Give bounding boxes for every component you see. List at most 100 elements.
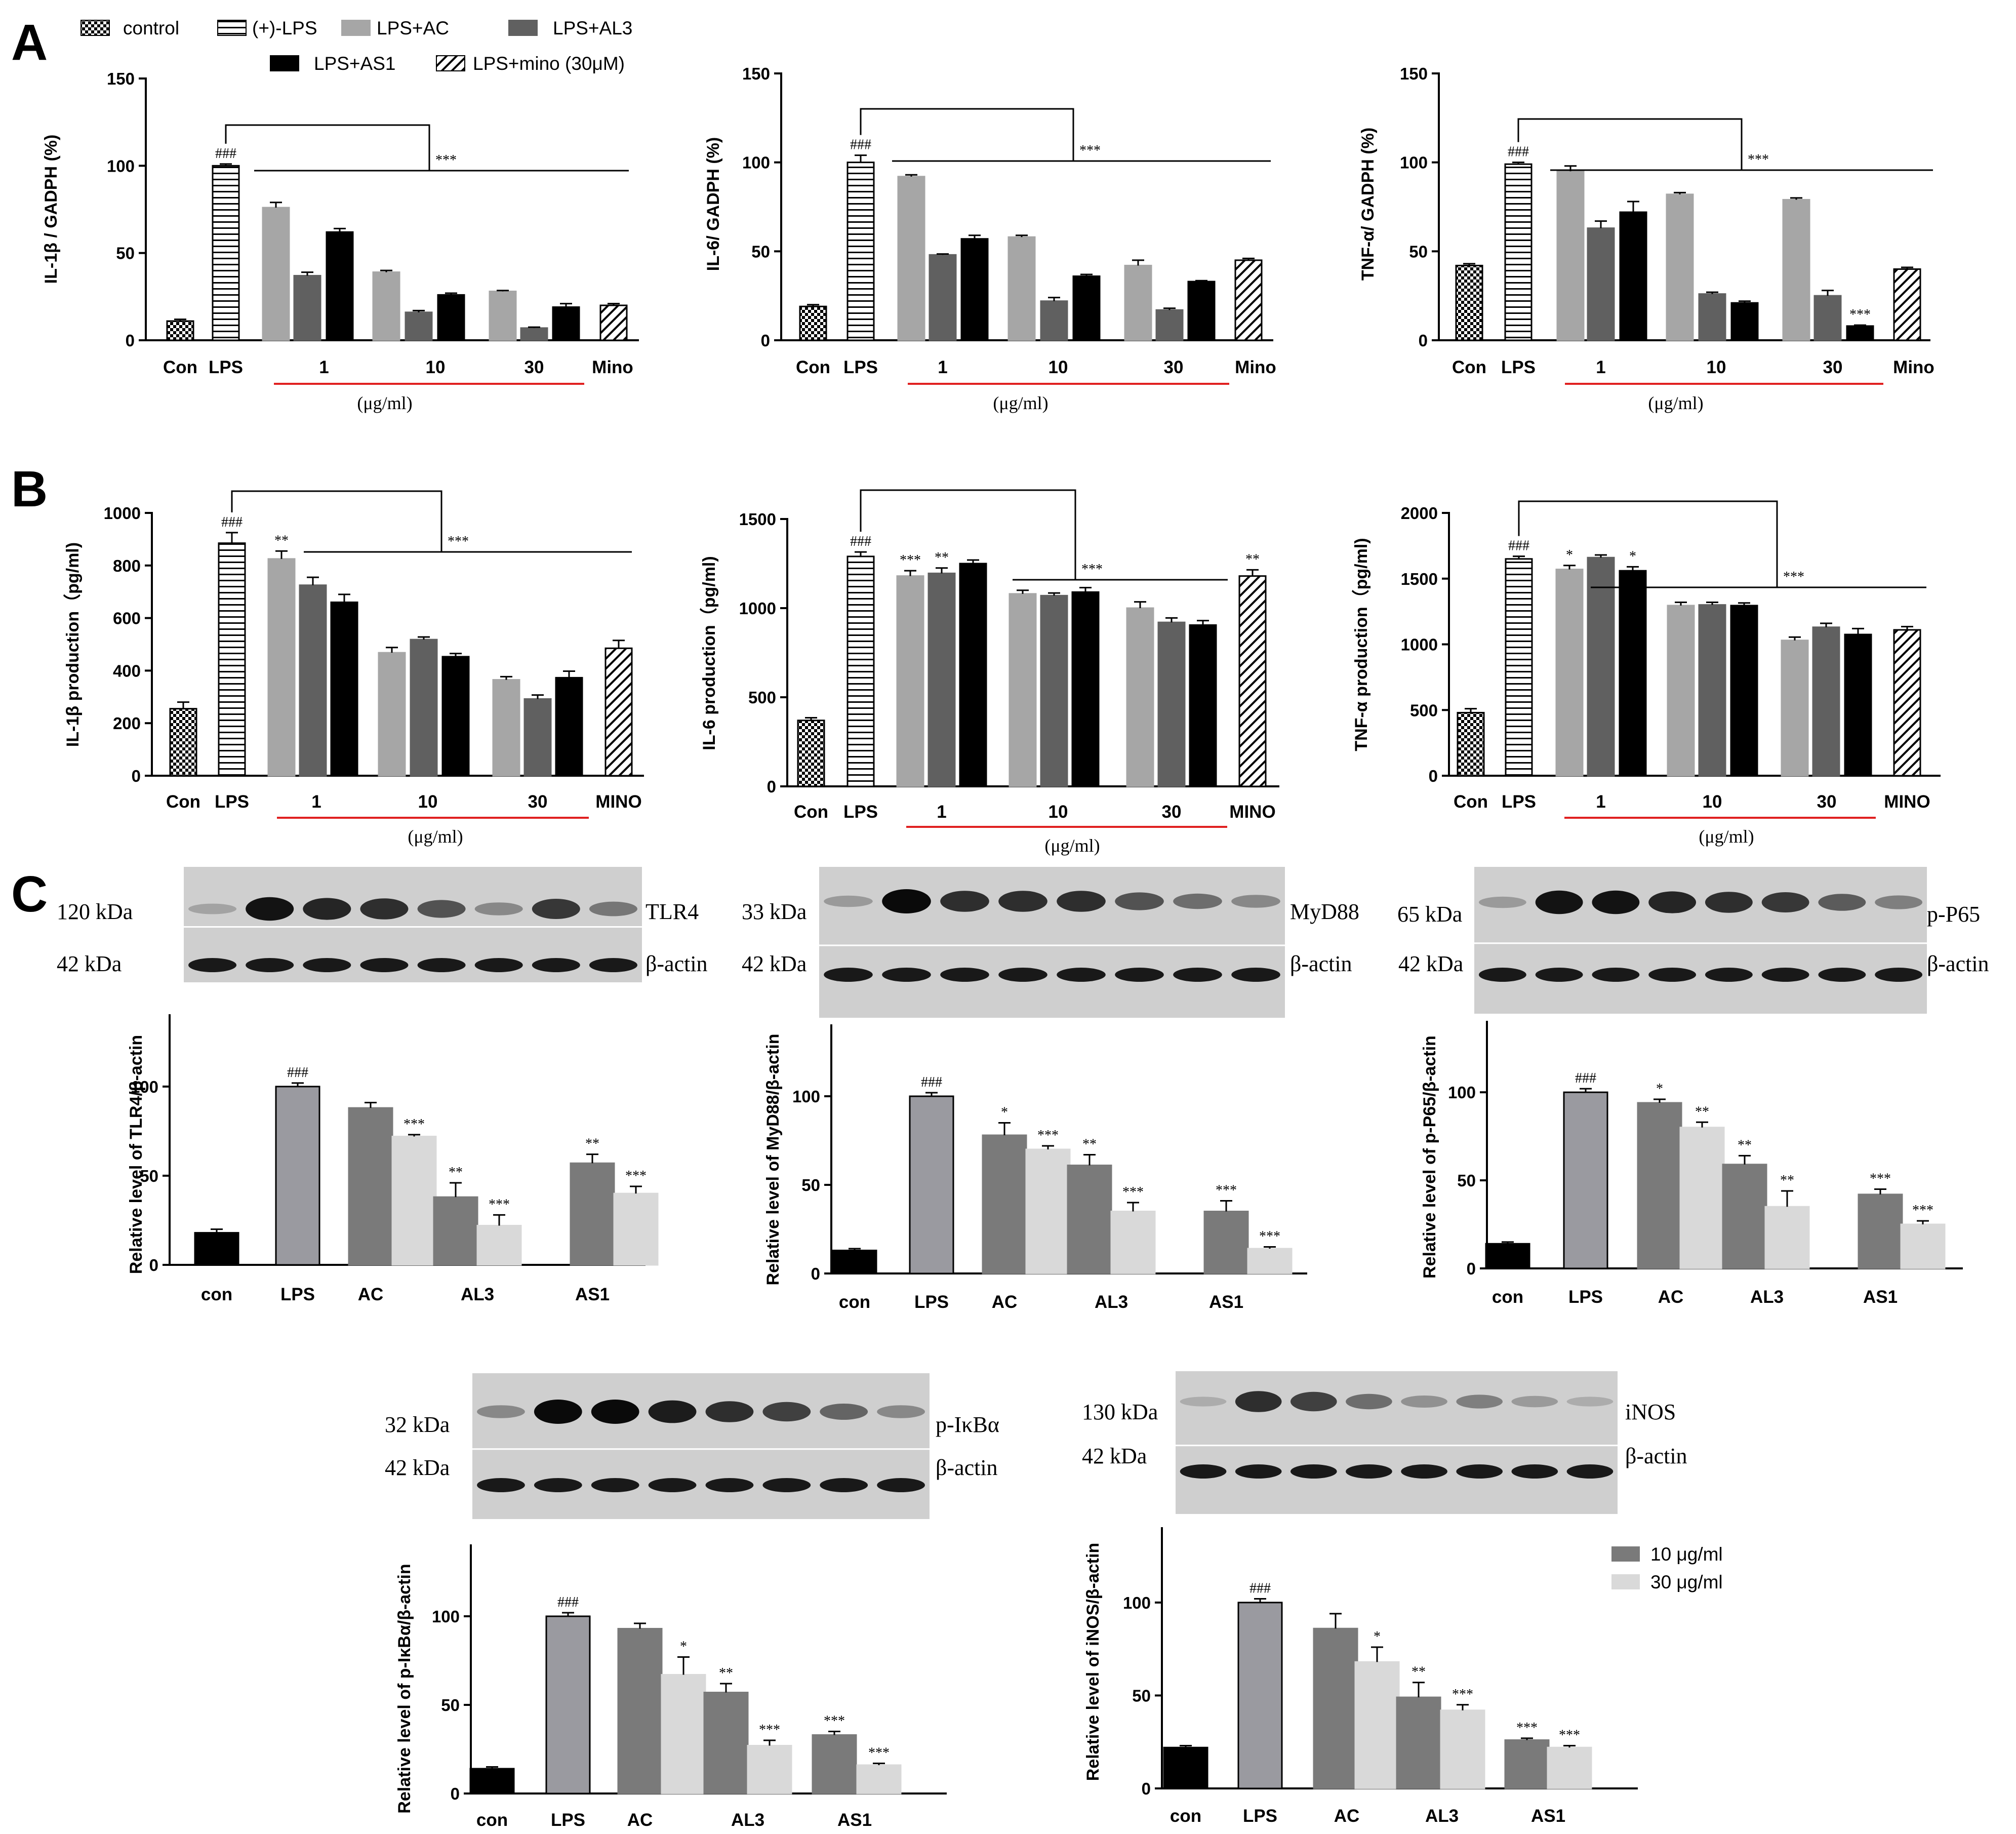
legend-label-mino: LPS+mino (30μM) bbox=[473, 53, 625, 74]
comparison-bracket bbox=[1518, 500, 1778, 587]
bar bbox=[856, 1764, 902, 1795]
significance-label: ### bbox=[1508, 144, 1529, 160]
y-tick-label: 500 bbox=[1410, 701, 1438, 720]
y-tick-label: 100 bbox=[131, 1078, 158, 1096]
bar bbox=[832, 1250, 877, 1274]
category-label: AC bbox=[1658, 1287, 1684, 1307]
bar bbox=[1846, 325, 1874, 341]
x-unit-label: (μg/ml) bbox=[1699, 826, 1754, 847]
category-label: AS1 bbox=[1531, 1806, 1565, 1826]
legend-label-10: 10 μg/ml bbox=[1650, 1544, 1723, 1565]
category-label: Con bbox=[166, 792, 200, 812]
significance-label: ### bbox=[921, 1074, 942, 1090]
legend-swatch-10 bbox=[1611, 1546, 1640, 1562]
bar bbox=[469, 1768, 515, 1795]
category-label: AL3 bbox=[1425, 1806, 1459, 1826]
category-label: LPS bbox=[1502, 792, 1536, 812]
y-axis-label: IL-6/ GADPH (%) bbox=[704, 137, 723, 271]
blot-pikba-band-actin-4 bbox=[648, 1478, 697, 1492]
significance-label: ** bbox=[1738, 1137, 1752, 1153]
blot-myd88-band-actin-2 bbox=[882, 968, 931, 982]
bar bbox=[1893, 268, 1921, 341]
category-label: MINO bbox=[595, 792, 641, 812]
blot-pp65-band-actin-3 bbox=[1592, 968, 1640, 982]
bar bbox=[1187, 281, 1216, 341]
comparison-label: *** bbox=[1081, 562, 1103, 577]
blot-inos-band-top-3 bbox=[1290, 1391, 1337, 1412]
y-tick-label: 0 bbox=[1467, 1259, 1476, 1278]
category-label: con bbox=[201, 1285, 232, 1304]
bar bbox=[1203, 1211, 1249, 1274]
legend-swatch-control bbox=[80, 20, 110, 36]
legend-label-al3: LPS+AL3 bbox=[553, 18, 632, 38]
bar bbox=[982, 1134, 1027, 1274]
significance-label: * bbox=[1374, 1629, 1381, 1645]
category-label: Con bbox=[796, 357, 830, 377]
blot-myd88-band-top-6 bbox=[1115, 892, 1164, 910]
bar bbox=[1764, 1206, 1810, 1269]
category-label: Con bbox=[794, 802, 828, 822]
y-axis-label: Relative level of TLR4/β-actin bbox=[127, 1035, 146, 1274]
category-label: 10 bbox=[1707, 357, 1726, 377]
category-label: 30 bbox=[1162, 802, 1182, 822]
bar bbox=[1556, 170, 1585, 341]
significance-label: *** bbox=[1037, 1128, 1059, 1143]
bar bbox=[1457, 711, 1485, 777]
bar bbox=[1504, 163, 1533, 341]
y-tick-label: 200 bbox=[113, 714, 141, 733]
y-tick-label: 150 bbox=[742, 64, 770, 83]
bar bbox=[293, 274, 321, 341]
comparison-label: *** bbox=[1079, 143, 1101, 158]
blot-pikba-control: β-actin bbox=[936, 1455, 998, 1480]
category-label: 1 bbox=[311, 792, 321, 812]
bar bbox=[1722, 1164, 1767, 1269]
bar bbox=[169, 708, 197, 777]
legend-swatch-ac bbox=[341, 20, 371, 36]
bar bbox=[1189, 624, 1217, 787]
comparison-label: *** bbox=[1783, 569, 1804, 585]
legend-label-ac: LPS+AC bbox=[377, 18, 449, 38]
y-tick-label: 0 bbox=[1142, 1779, 1151, 1798]
category-label: MINO bbox=[1884, 792, 1930, 812]
blot-inos-band-top-4 bbox=[1346, 1393, 1392, 1410]
panel-label-b: B bbox=[11, 461, 48, 517]
category-label: 30 bbox=[1817, 792, 1837, 812]
bar bbox=[555, 676, 583, 777]
category-label: 1 bbox=[938, 357, 947, 377]
bar bbox=[1126, 607, 1154, 787]
bar bbox=[492, 679, 520, 777]
bar bbox=[599, 304, 628, 341]
bar bbox=[1124, 264, 1152, 341]
significance-label: *** bbox=[824, 1713, 845, 1729]
blot-pp65-band-actin-5 bbox=[1705, 968, 1753, 982]
category-label: 10 bbox=[1049, 802, 1068, 822]
significance-label: ### bbox=[1508, 538, 1529, 554]
category-label: 10 bbox=[426, 357, 446, 377]
blot-pikba-band-top-2 bbox=[534, 1400, 582, 1424]
significance-label: ### bbox=[850, 534, 871, 549]
bar bbox=[1504, 1739, 1550, 1789]
significance-label: ** bbox=[585, 1136, 599, 1152]
bar bbox=[545, 1615, 591, 1795]
bar bbox=[552, 306, 580, 341]
bar bbox=[1007, 236, 1036, 341]
bar bbox=[1858, 1193, 1903, 1269]
significance-label: ### bbox=[215, 146, 236, 162]
y-tick-label: 0 bbox=[132, 767, 141, 785]
category-label: LPS bbox=[209, 357, 243, 377]
bar bbox=[1234, 259, 1263, 341]
blot-tlr4-protein: TLR4 bbox=[646, 899, 699, 924]
bar bbox=[1163, 1746, 1208, 1789]
y-tick-label: 600 bbox=[113, 609, 141, 628]
category-label: LPS bbox=[215, 792, 249, 812]
category-label: 30 bbox=[1164, 357, 1184, 377]
blot-inos-band-actin-8 bbox=[1566, 1464, 1614, 1479]
category-label: con bbox=[476, 1810, 508, 1830]
bar bbox=[1667, 605, 1695, 777]
chart-a1: 0 50 100 150 IL-1β / GADPH (%) ### Con LPS 1 10 30… bbox=[42, 69, 639, 413]
comparison-bracket bbox=[860, 108, 1074, 161]
bar bbox=[1547, 1746, 1592, 1789]
y-tick-label: 0 bbox=[126, 331, 135, 350]
chart-b3: 0 500 1000 1500 2000 TNF-α production（pg/ml) #… bbox=[1351, 500, 1941, 847]
